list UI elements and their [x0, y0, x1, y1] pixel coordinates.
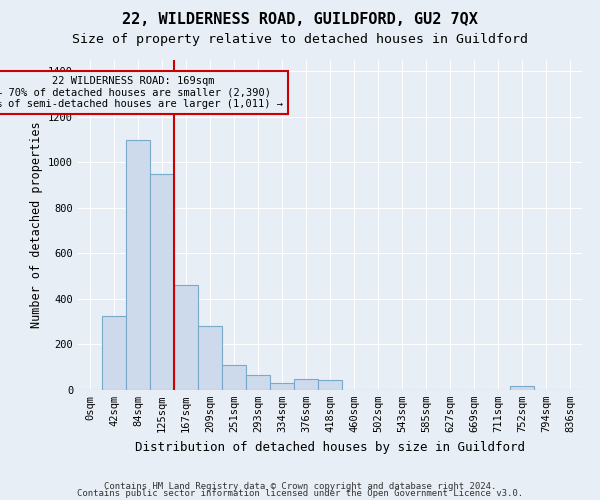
Bar	[294, 378, 318, 390]
Bar	[222, 365, 246, 390]
Text: 22, WILDERNESS ROAD, GUILDFORD, GU2 7QX: 22, WILDERNESS ROAD, GUILDFORD, GU2 7QX	[122, 12, 478, 28]
Bar	[246, 375, 270, 390]
Text: Contains public sector information licensed under the Open Government Licence v3: Contains public sector information licen…	[77, 490, 523, 498]
Bar	[174, 286, 198, 390]
Bar	[318, 380, 342, 390]
Text: Contains HM Land Registry data © Crown copyright and database right 2024.: Contains HM Land Registry data © Crown c…	[104, 482, 496, 491]
Text: Size of property relative to detached houses in Guildford: Size of property relative to detached ho…	[72, 32, 528, 46]
Bar	[150, 174, 174, 390]
Text: 22 WILDERNESS ROAD: 169sqm
← 70% of detached houses are smaller (2,390)
30% of s: 22 WILDERNESS ROAD: 169sqm ← 70% of deta…	[0, 76, 283, 109]
Bar	[102, 316, 126, 390]
Bar	[510, 386, 534, 390]
Bar	[270, 383, 294, 390]
Bar	[198, 326, 222, 390]
X-axis label: Distribution of detached houses by size in Guildford: Distribution of detached houses by size …	[135, 440, 525, 454]
Bar	[126, 140, 150, 390]
Y-axis label: Number of detached properties: Number of detached properties	[29, 122, 43, 328]
